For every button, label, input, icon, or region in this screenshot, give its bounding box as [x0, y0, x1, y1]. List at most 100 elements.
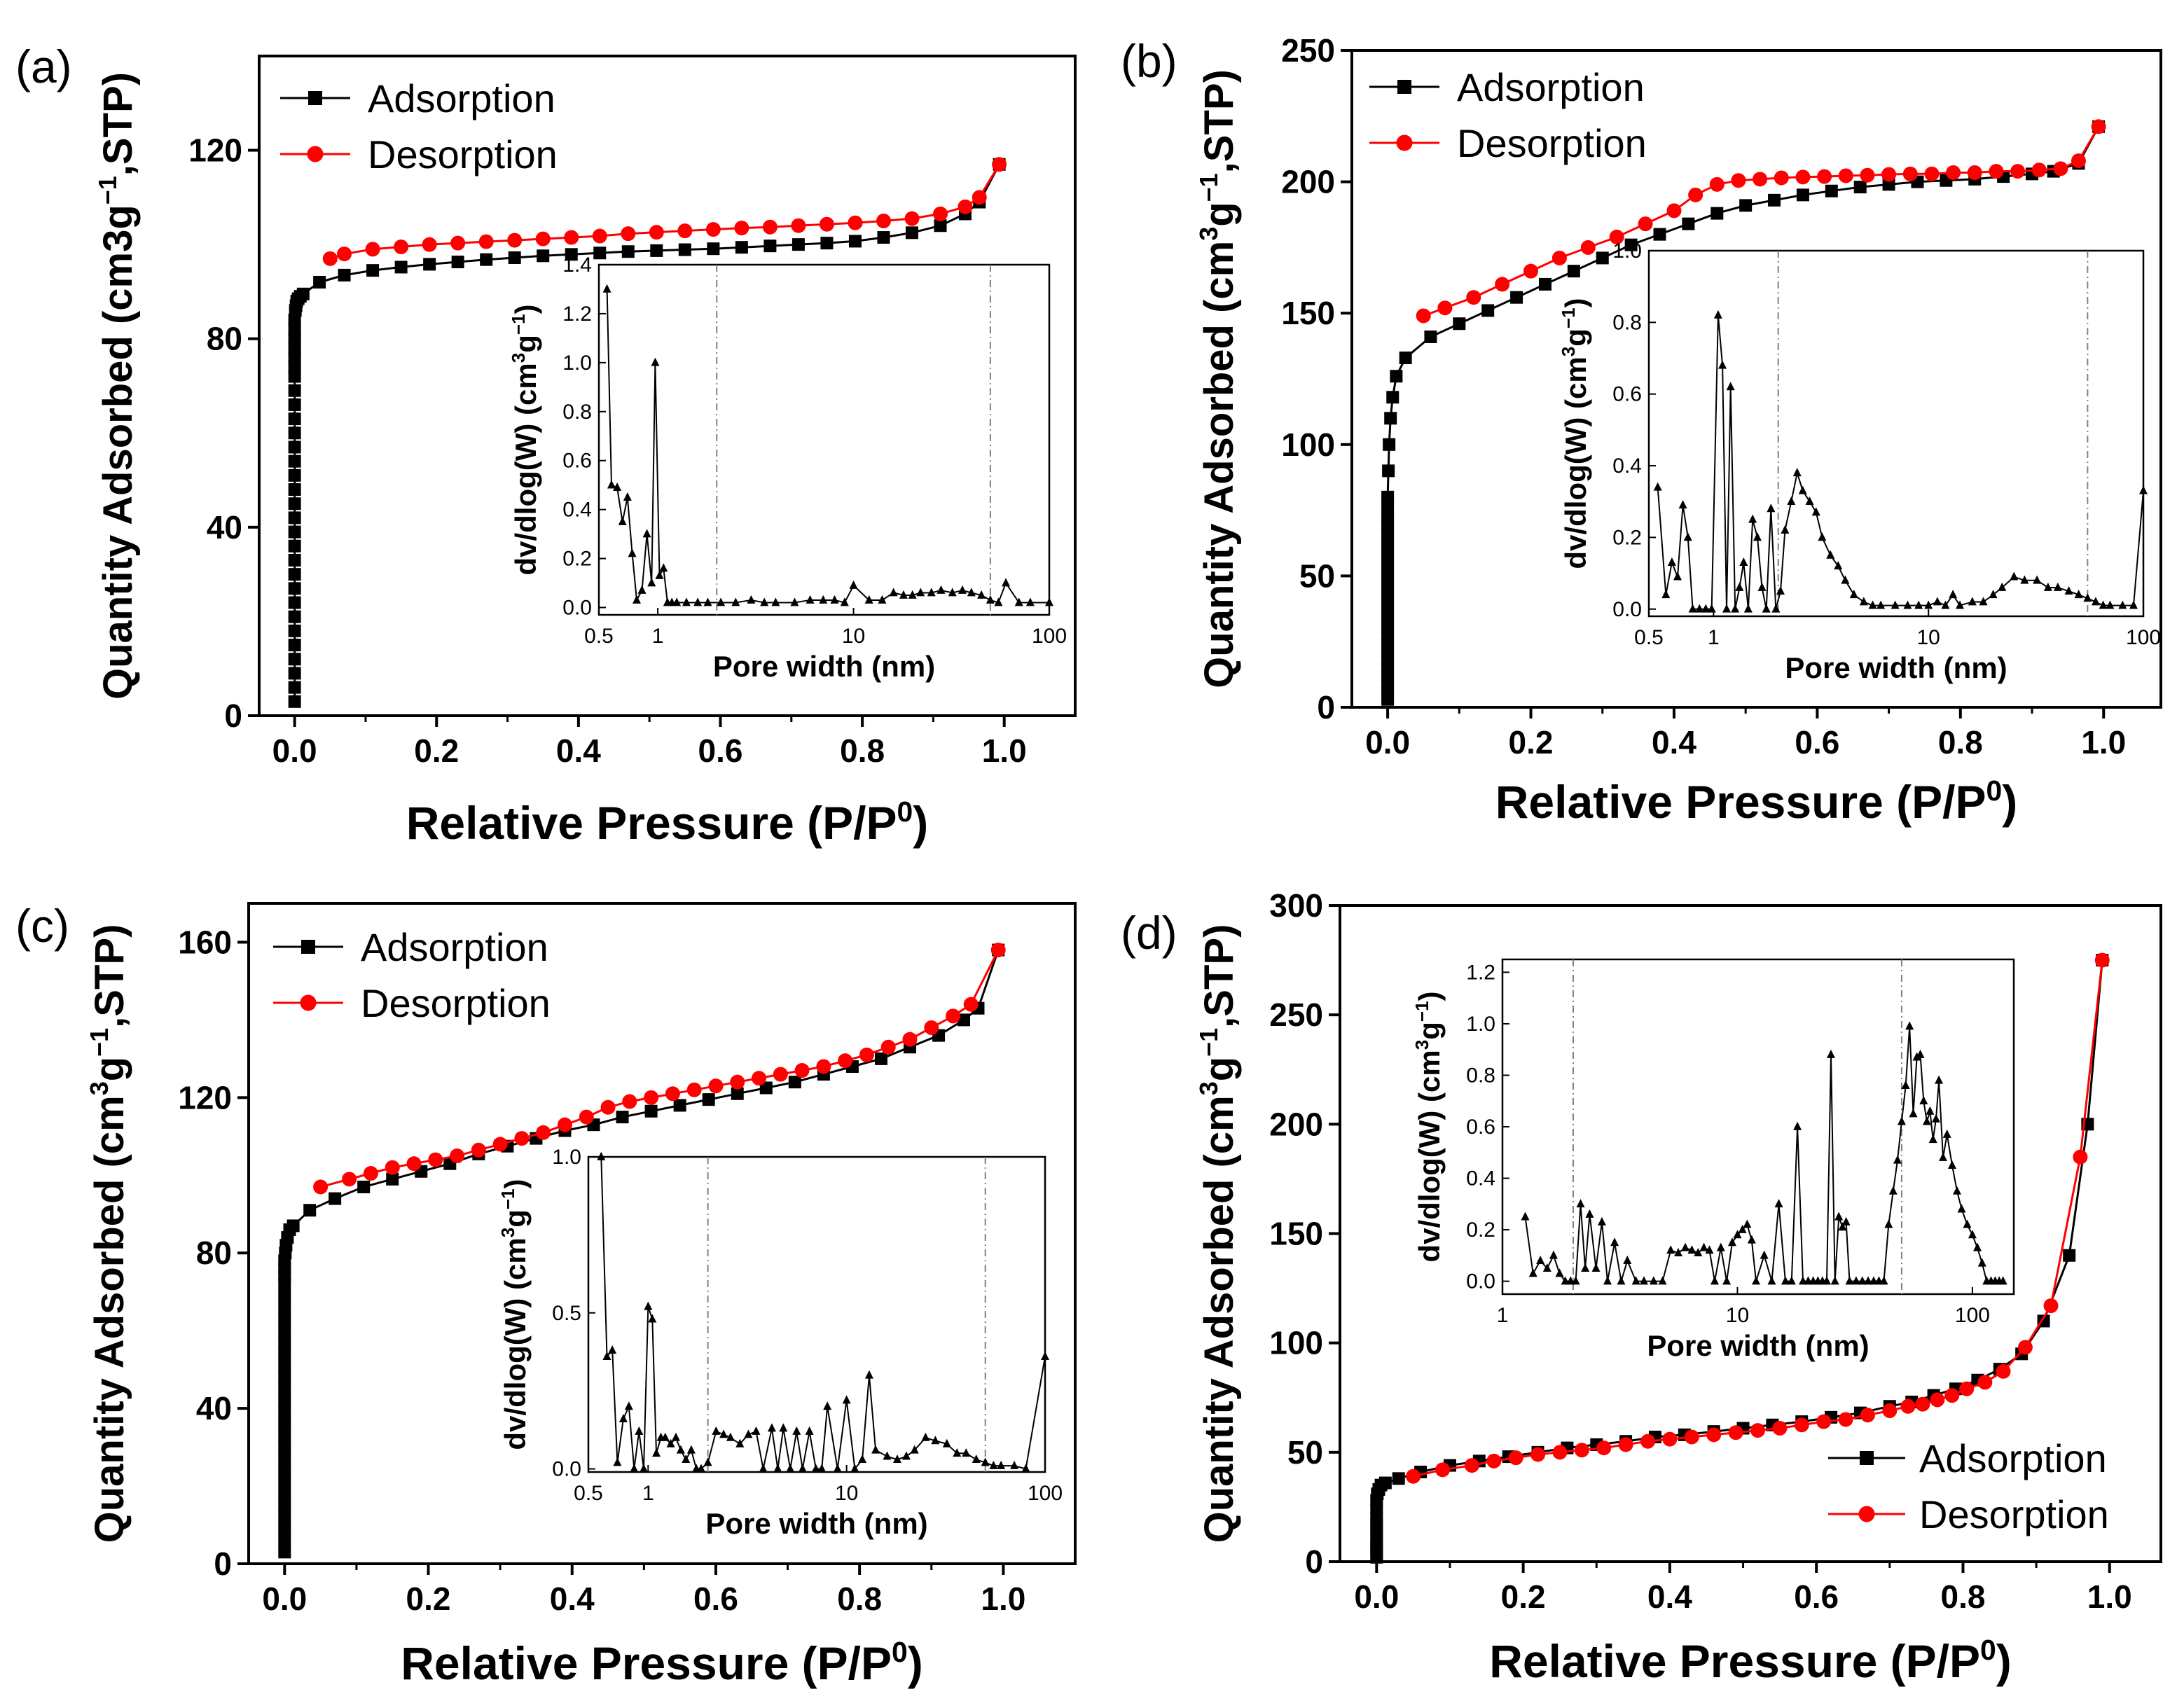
- inset-data-point: [1639, 1276, 1648, 1285]
- inset-data-point: [1581, 1263, 1590, 1272]
- legend-label: Adsorption: [368, 76, 555, 120]
- data-point-desorption: [450, 1148, 465, 1164]
- data-point-adsorption: [278, 1429, 291, 1442]
- inset-data-point: [651, 357, 660, 366]
- data-point-adsorption: [357, 1180, 371, 1193]
- data-point-adsorption: [288, 440, 301, 454]
- data-point-adsorption: [278, 1534, 291, 1547]
- inset-data-point: [1897, 1116, 1906, 1125]
- y-tick-label: 200: [1281, 164, 1335, 200]
- data-point-desorption: [365, 242, 380, 257]
- inset-data-point: [916, 588, 925, 597]
- inset-data-point: [931, 1436, 940, 1445]
- data-point-adsorption: [288, 553, 301, 567]
- x-tick-label: 0.4: [556, 733, 601, 769]
- inset-y-tick-label: 0.8: [562, 401, 592, 424]
- inset-x-tick-label: 1: [1708, 626, 1720, 649]
- inset-data-point: [1858, 1276, 1867, 1285]
- inset-data-point: [624, 1401, 633, 1410]
- inset-data-point: [1849, 590, 1858, 599]
- data-point-adsorption: [1424, 330, 1437, 343]
- data-point-desorption: [1580, 239, 1596, 255]
- x-tick-label: 0.0: [262, 1581, 307, 1617]
- data-point-desorption: [686, 1082, 702, 1097]
- data-point-desorption: [1795, 169, 1811, 185]
- inset-data-point: [1707, 604, 1716, 613]
- data-point-desorption: [1574, 1443, 1589, 1458]
- inset-data-point: [1610, 1237, 1619, 1247]
- data-point-desorption: [1508, 1450, 1523, 1466]
- data-point-adsorption: [848, 235, 862, 248]
- data-point-desorption: [2043, 1298, 2059, 1314]
- inset-data-point: [1845, 1276, 1854, 1285]
- y-tick-label: 50: [1287, 1434, 1323, 1471]
- y-tick-label: 160: [178, 924, 232, 960]
- inset-data-point: [1722, 1276, 1732, 1285]
- inset-data-point: [1701, 604, 1710, 613]
- inset-data-point: [1998, 582, 2007, 591]
- x-tick-label: 0.2: [414, 733, 459, 769]
- x-tick-label: 0.8: [1940, 1578, 1985, 1615]
- data-point-desorption: [1551, 250, 1567, 265]
- inset-data-point: [648, 1314, 657, 1323]
- inset-data-point: [682, 1454, 691, 1463]
- legend-marker: [1397, 80, 1411, 94]
- inset-data-point: [1776, 585, 1785, 595]
- data-point-adsorption: [1481, 304, 1495, 317]
- inset-x-tick-label: 1: [652, 625, 664, 648]
- inset-data-point: [1989, 590, 1998, 599]
- data-point-adsorption: [1567, 265, 1580, 278]
- data-point-desorption: [1684, 1429, 1699, 1445]
- inset-data-point: [1743, 604, 1753, 613]
- inset-y-tick-label: 0.6: [1466, 1116, 1495, 1139]
- data-point-adsorption: [874, 1052, 887, 1065]
- x-tick-label: 0.6: [1794, 1578, 1839, 1615]
- y-tick-label: 0: [214, 1546, 232, 1582]
- data-point-adsorption: [286, 1219, 300, 1233]
- inset-data-point: [1683, 532, 1692, 541]
- inset-data-point: [850, 1464, 859, 1473]
- inset-data-point: [779, 1423, 788, 1432]
- data-point-desorption: [1750, 1423, 1765, 1438]
- inset-data-point: [989, 1460, 998, 1469]
- inset-x-tick-label: 10: [842, 625, 865, 648]
- data-point-desorption: [2071, 153, 2086, 169]
- data-point-desorption: [677, 223, 693, 239]
- inset-data-point: [1787, 1276, 1796, 1285]
- inset-data-point: [1811, 507, 1820, 516]
- inset-data-point: [823, 1401, 832, 1410]
- inset-data-point: [1747, 1235, 1756, 1244]
- data-point-adsorption: [278, 1499, 291, 1512]
- data-point-desorption: [514, 1131, 530, 1146]
- inset-data-point: [840, 597, 849, 606]
- data-point-adsorption: [1378, 1476, 1392, 1490]
- data-point-adsorption: [644, 1104, 658, 1118]
- y-axis-label: Quantity Adsorbed (cm3g−1,STP): [1194, 69, 1242, 688]
- inset-data-point: [644, 1301, 653, 1310]
- data-point-adsorption: [278, 1405, 291, 1419]
- inset-data-point: [1851, 1276, 1860, 1285]
- data-point-adsorption: [278, 1370, 291, 1384]
- inset-x-tick-label: 0.5: [584, 625, 614, 648]
- inset-data-point: [811, 1464, 820, 1473]
- data-point-adsorption: [278, 1289, 291, 1303]
- inset-data-point: [1767, 504, 1776, 513]
- inset-data-point: [676, 1445, 685, 1454]
- inset-data-point: [1025, 597, 1035, 606]
- inset-data-point: [786, 1464, 795, 1473]
- inset-data-point: [1859, 597, 1868, 606]
- inset-data-point: [2053, 582, 2062, 591]
- data-point-desorption: [816, 1059, 831, 1074]
- inset-data-point: [1941, 600, 1950, 609]
- data-point-adsorption: [1882, 178, 1895, 191]
- x-axis-label: Relative Pressure (P/P0): [1489, 1634, 2011, 1687]
- data-point-adsorption: [278, 1335, 291, 1349]
- data-point-adsorption: [731, 1087, 744, 1100]
- data-point-adsorption: [820, 237, 834, 250]
- inset-data-point: [972, 1454, 981, 1463]
- data-point-adsorption: [934, 219, 947, 232]
- inset-data-point: [2091, 597, 2100, 606]
- legend-marker: [308, 91, 322, 105]
- inset-data-point: [2064, 585, 2073, 595]
- inset-data-point: [1977, 1258, 1986, 1267]
